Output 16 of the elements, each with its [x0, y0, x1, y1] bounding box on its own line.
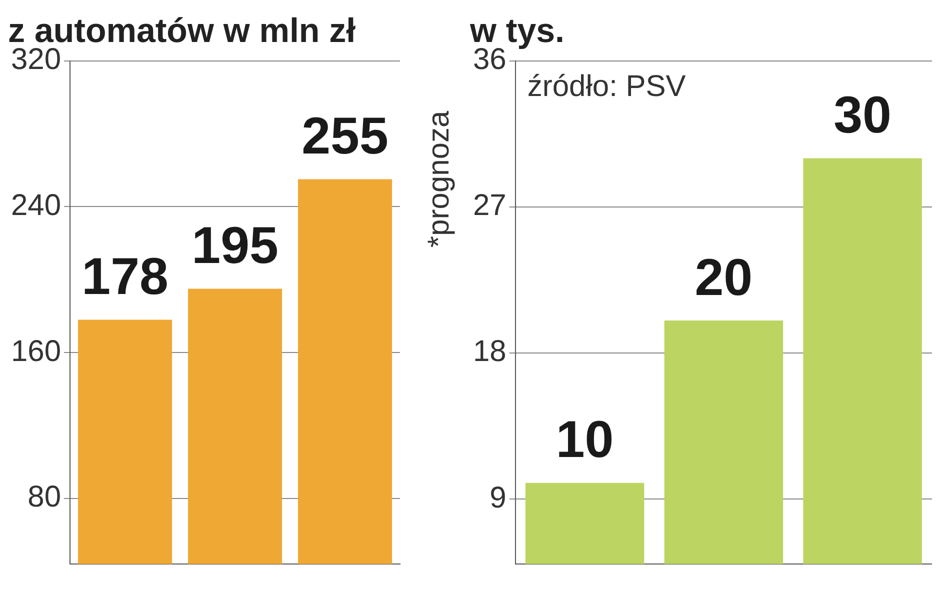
data-label: 30	[834, 86, 892, 145]
y-tick-label: 36	[472, 43, 506, 76]
y-tick-label: 9	[490, 481, 506, 514]
y-tick-label: 18	[472, 335, 506, 368]
y-tick-label: 160	[10, 334, 62, 368]
data-label: 20	[694, 248, 753, 307]
data-label: 255	[302, 108, 388, 166]
y-tick-label: 240	[10, 188, 62, 222]
y-tick-label: 27	[472, 189, 506, 222]
data-label: 10	[556, 411, 614, 470]
annotation: źródło: PSV	[527, 70, 686, 104]
data-label: 195	[192, 217, 278, 276]
text: *prognoza	[422, 110, 456, 248]
data-label: 178	[82, 248, 168, 306]
y-tick-label: 80	[28, 480, 62, 514]
y-tick-label: 320	[10, 43, 62, 76]
